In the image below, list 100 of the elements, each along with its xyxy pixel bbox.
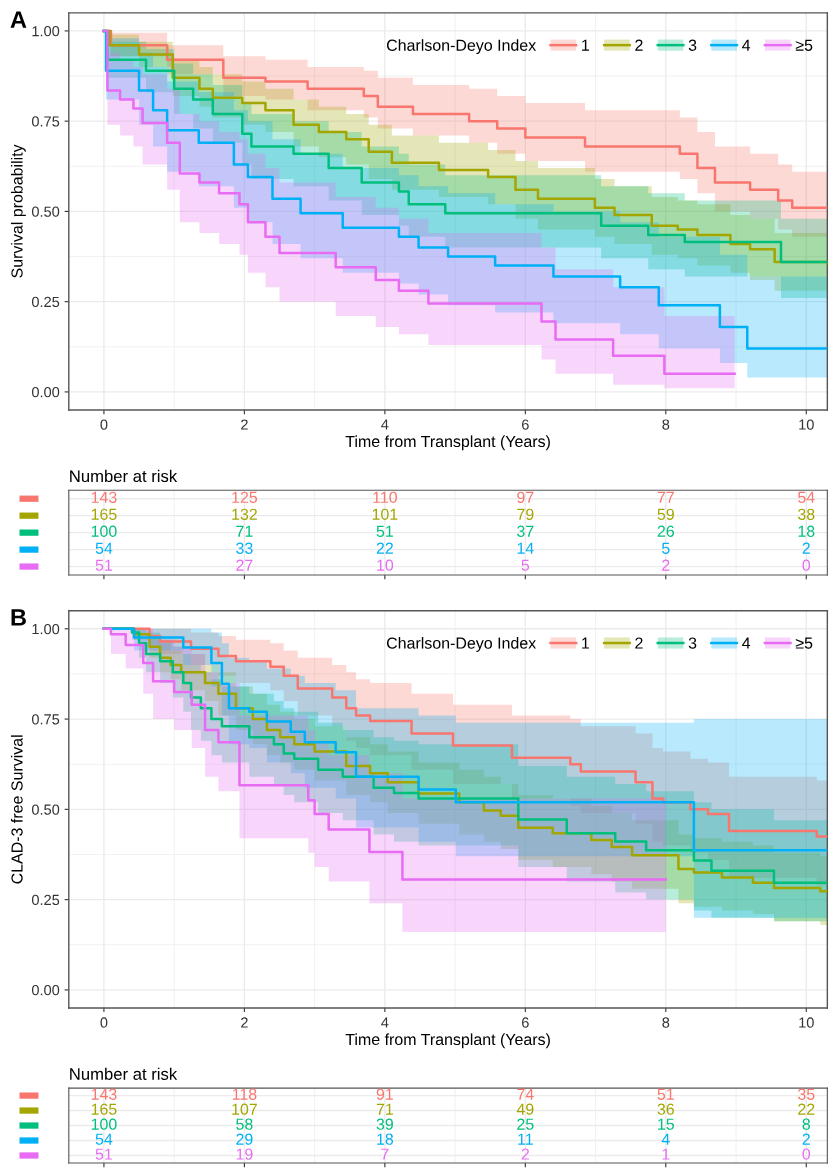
text: 36 [657,1103,674,1115]
chart-title: B [11,609,26,626]
text: 15 [658,1118,675,1130]
y-tick-label: 0.00 [31,387,60,398]
y-tick-label: 0.50 [31,206,60,217]
x-tick-label: 0 [100,1017,108,1028]
text: 165 [91,508,117,520]
x-tick-label: 10 [799,419,814,430]
text: 79 [517,508,534,520]
text: 71 [376,1103,393,1115]
text: 49 [516,1103,534,1115]
y-axis-title: Survival probability [10,144,26,278]
legend-label: ≥5 [795,39,813,51]
text: 143 [91,491,117,503]
y-axis-title: CLAD-3 free Survival [10,735,23,884]
x-tick-label: 2 [241,1017,248,1028]
x-tick-label: 8 [662,1017,670,1028]
text: 58 [236,1118,253,1130]
legend-label: 1 [582,637,589,649]
x-tick-label: 2 [241,419,248,430]
text: 100 [91,525,117,537]
text: 0 [802,559,811,571]
y-tick-label: 1.00 [32,26,60,37]
x-tick-label: 0 [100,419,108,430]
text: 54 [95,542,113,554]
y-tick-label: 0.50 [31,804,60,815]
legend-title: Charlson-Deyo Index [386,39,537,55]
text: 0 [802,1148,811,1160]
text: 59 [657,508,674,520]
text: Number at risk [70,1067,178,1080]
text: 5 [521,559,530,571]
text: 118 [232,1088,257,1100]
text: 5 [662,542,670,554]
text: 11 [518,1133,533,1145]
x-tick-label: 4 [381,419,389,430]
text: 107 [232,1103,257,1115]
text: 51 [657,1088,674,1100]
text: 101 [372,508,398,520]
legend-title: Charlson-Deyo Index [386,637,537,652]
y-tick-label: 1.00 [32,623,60,635]
text: 1 [662,1148,670,1160]
text: 51 [95,1148,113,1160]
text: 18 [377,1133,394,1145]
x-tick-label: 6 [522,419,529,430]
legend-label: 3 [688,637,697,649]
text: 35 [798,1088,815,1100]
text: 2 [521,1148,529,1160]
text: 74 [517,1088,534,1100]
text: 132 [232,508,257,520]
text: 2 [662,559,670,571]
text: 125 [232,491,258,503]
text: 27 [236,559,253,571]
x-tick-label: 10 [799,1017,814,1028]
legend-label: 4 [742,637,751,649]
text: 10 [377,559,394,571]
text: 51 [376,525,393,537]
text: 100 [91,1118,117,1130]
text: 25 [517,1118,534,1130]
text: 19 [236,1148,253,1160]
y-tick-label: 0.25 [31,296,60,308]
legend-label: 1 [582,39,589,51]
x-tick-label: 8 [662,419,670,430]
text: 38 [798,508,815,520]
x-axis-title: Time from Transplant (Years) [345,1033,550,1049]
text: 71 [236,525,253,537]
text: 18 [798,525,815,537]
text: 7 [381,1148,389,1160]
x-axis-title: Time from Transplant (Years) [345,435,550,451]
legend-label: ≥5 [795,637,813,649]
y-tick-label: 0.75 [31,714,60,725]
text: 33 [236,542,253,554]
text: 39 [376,1118,393,1130]
x-tick-label: 6 [522,1017,529,1028]
text: 97 [517,491,534,503]
text: 51 [95,559,113,571]
x-tick-label: 4 [381,1017,389,1028]
text: 22 [798,1103,815,1115]
text: 29 [236,1133,253,1145]
text: 77 [657,491,674,503]
text: 22 [376,542,393,554]
legend-label: 3 [688,39,697,51]
text: 37 [517,525,534,537]
text: 4 [661,1133,670,1145]
text: 2 [802,542,810,554]
chart-title: A [10,11,27,28]
y-tick-label: 0.75 [31,116,60,127]
text: 54 [798,491,815,503]
text: 143 [91,1088,117,1100]
legend-label: 2 [635,39,643,51]
y-tick-label: 0.25 [31,894,60,906]
text: 26 [657,525,674,537]
text: 110 [373,491,397,503]
y-tick-label: 0.00 [31,985,60,996]
text: 14 [517,542,534,554]
text: 54 [95,1133,113,1145]
text: 91 [376,1088,393,1100]
legend-label: 4 [742,39,751,51]
text: Number at risk [70,469,178,483]
text: 8 [802,1118,811,1130]
text: 2 [802,1133,810,1145]
